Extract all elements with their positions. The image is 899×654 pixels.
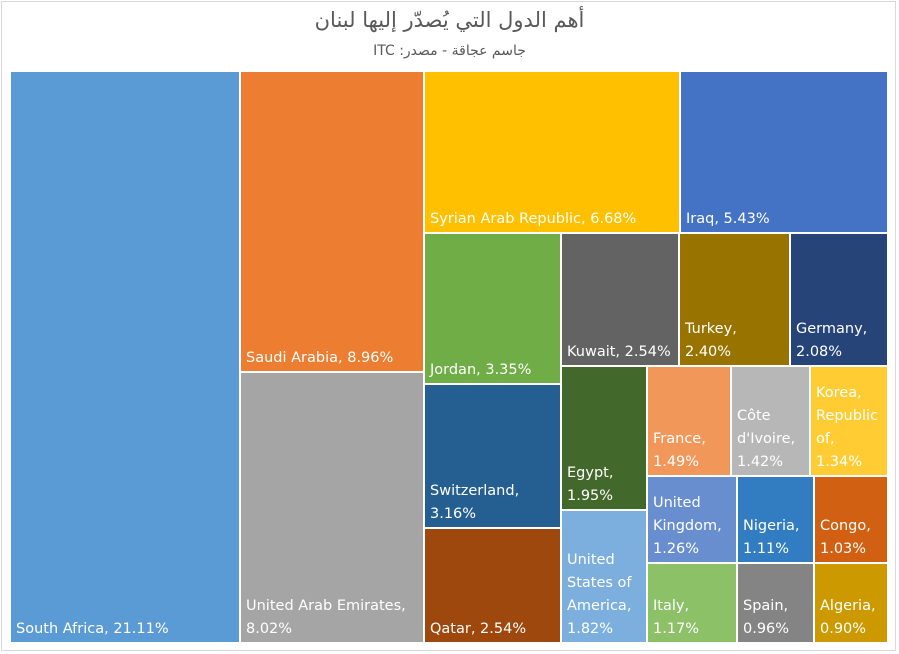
treemap-tile-south-africa: South Africa, 21.11%: [9, 70, 241, 644]
treemap-tile-congo: Congo, 1.03%: [813, 475, 889, 564]
treemap-tile-korea-republic-of: Korea, Republic of, 1.34%: [809, 365, 889, 477]
treemap-rect-jordan: [423, 232, 562, 385]
treemap-label-congo-line-2: 1.03%: [820, 541, 866, 557]
treemap-tile-turkey: Turkey, 2.40%: [678, 232, 791, 367]
treemap-label-france-line-2: 1.49%: [653, 454, 699, 470]
treemap-label-korea-republic-of-line-1: Korea,: [816, 385, 862, 401]
treemap-rect-united-kingdom: [646, 475, 738, 564]
treemap-tile-cote-d-ivoire: Côte d'Ivoire, 1.42%: [730, 365, 811, 477]
treemap-label-korea-republic-of-line-2: Republic: [816, 408, 878, 424]
treemap-rect-qatar: [423, 527, 562, 644]
treemap-rect-kuwait: [560, 232, 680, 367]
chart-title: أهم الدول التي يُصدّر إليها لبنان: [314, 8, 585, 32]
treemap-tile-jordan: Jordan, 3.35%: [423, 232, 562, 385]
treemap-label-cote-d-ivoire-line-3: 1.42%: [737, 454, 783, 470]
treemap-label-switzerland-line-1: Switzerland,: [430, 483, 519, 499]
treemap-tile-switzerland: Switzerland, 3.16%: [423, 383, 562, 529]
treemap-label-united-arab-emirates-line-2: 8.02%: [246, 621, 292, 637]
treemap-label-italy-line-1: Italy,: [653, 598, 689, 614]
treemap-rect-saudi-arabia: [239, 70, 425, 373]
treemap-tile-iraq: Iraq, 5.43%: [679, 70, 889, 234]
treemap-rect-france: [646, 365, 732, 477]
treemap-tile-france: France, 1.49%: [646, 365, 732, 477]
treemap-label-saudi-arabia: Saudi Arabia, 8.96%: [246, 350, 393, 366]
treemap-label-united-arab-emirates-line-1: United Arab Emirates,: [246, 598, 406, 614]
treemap-rect-south-africa: [9, 70, 241, 644]
treemap-tile-united-states-of-america: United States of America, 1.82%: [560, 509, 648, 644]
treemap-rect-syrian-arab-republic: [423, 70, 681, 234]
treemap-tile-algeria: Algeria, 0.90%: [813, 562, 889, 644]
treemap-tile-united-kingdom: United Kingdom, 1.26%: [646, 475, 738, 564]
treemap-label-jordan: Jordan, 3.35%: [429, 362, 531, 378]
treemap-rect-algeria: [813, 562, 889, 644]
treemap-label-korea-republic-of-line-3: of,: [816, 431, 835, 447]
treemap-label-congo-line-1: Congo,: [820, 518, 871, 534]
treemap-label-algeria-line-2: 0.90%: [820, 621, 866, 637]
treemap-label-united-states-of-america-line-3: America,: [567, 598, 631, 614]
treemap-label-kuwait: Kuwait, 2.54%: [567, 344, 671, 360]
treemap-label-south-africa: South Africa, 21.11%: [16, 621, 169, 637]
treemap-label-cote-d-ivoire-line-1: Côte: [737, 408, 771, 424]
treemap-label-united-kingdom-line-2: Kingdom,: [653, 518, 722, 534]
treemap-label-egypt-line-2: 1.95%: [567, 488, 613, 504]
treemap-label-korea-republic-of-line-4: 1.34%: [816, 454, 862, 470]
treemap-tile-italy: Italy, 1.17%: [646, 562, 738, 644]
treemap-rect-congo: [813, 475, 889, 564]
treemap-label-cote-d-ivoire-line-2: d'Ivoire,: [737, 431, 795, 447]
treemap-label-turkey-line-1: Turkey,: [684, 321, 737, 337]
treemap-label-spain-line-2: 0.96%: [743, 621, 789, 637]
treemap-rect-italy: [646, 562, 738, 644]
treemap-tile-saudi-arabia: Saudi Arabia, 8.96%: [239, 70, 425, 373]
treemap-label-turkey-line-2: 2.40%: [685, 344, 731, 360]
treemap-label-united-states-of-america-line-4: 1.82%: [567, 621, 613, 637]
treemap-label-switzerland-line-2: 3.16%: [430, 506, 476, 522]
treemap-label-united-kingdom-line-1: United: [653, 495, 701, 511]
treemap-label-united-states-of-america-line-1: United: [567, 552, 615, 568]
treemap-tile-syrian-arab-republic: Syrian Arab Republic, 6.68%: [423, 70, 681, 234]
treemap-rect-nigeria: [736, 475, 815, 564]
treemap-label-iraq: Iraq, 5.43%: [686, 211, 770, 227]
treemap-tile-qatar: Qatar, 2.54%: [423, 527, 562, 644]
treemap-tile-egypt: Egypt, 1.95%: [560, 365, 648, 511]
treemap-label-syrian-arab-republic: Syrian Arab Republic, 6.68%: [430, 211, 636, 227]
treemap-rect-iraq: [679, 70, 889, 234]
treemap-label-egypt-line-1: Egypt,: [567, 465, 613, 481]
treemap-label-germany-line-2: 2.08%: [796, 344, 842, 360]
treemap-label-spain-line-1: Spain,: [743, 598, 788, 614]
treemap-label-france-line-1: France,: [653, 431, 706, 447]
treemap-label-united-states-of-america-line-2: States of: [567, 575, 632, 591]
treemap-label-germany-line-1: Germany,: [796, 321, 867, 337]
treemap-tile-nigeria: Nigeria, 1.11%: [736, 475, 815, 564]
treemap-label-nigeria-line-1: Nigeria,: [743, 518, 800, 534]
treemap-tile-spain: Spain, 0.96%: [736, 562, 815, 644]
treemap-label-united-kingdom-line-3: 1.26%: [653, 541, 699, 557]
treemap-label-italy-line-2: 1.17%: [653, 621, 699, 637]
treemap-label-qatar: Qatar, 2.54%: [430, 621, 526, 637]
treemap-tile-united-arab-emirates: United Arab Emirates, 8.02%: [239, 371, 425, 644]
treemap-tile-kuwait: Kuwait, 2.54%: [560, 232, 680, 367]
treemap-tile-germany: Germany, 2.08%: [789, 232, 889, 367]
treemap-label-nigeria-line-2: 1.11%: [743, 541, 789, 557]
treemap-rect-united-states-of-america: [560, 509, 648, 644]
chart-subtitle: جاسم عجاقة - مصدر: ITC: [373, 43, 526, 59]
treemap-label-algeria-line-1: Algeria,: [820, 598, 876, 614]
treemap-rect-united-arab-emirates: [239, 371, 425, 644]
treemap-rect-korea-republic-of: [809, 365, 889, 477]
